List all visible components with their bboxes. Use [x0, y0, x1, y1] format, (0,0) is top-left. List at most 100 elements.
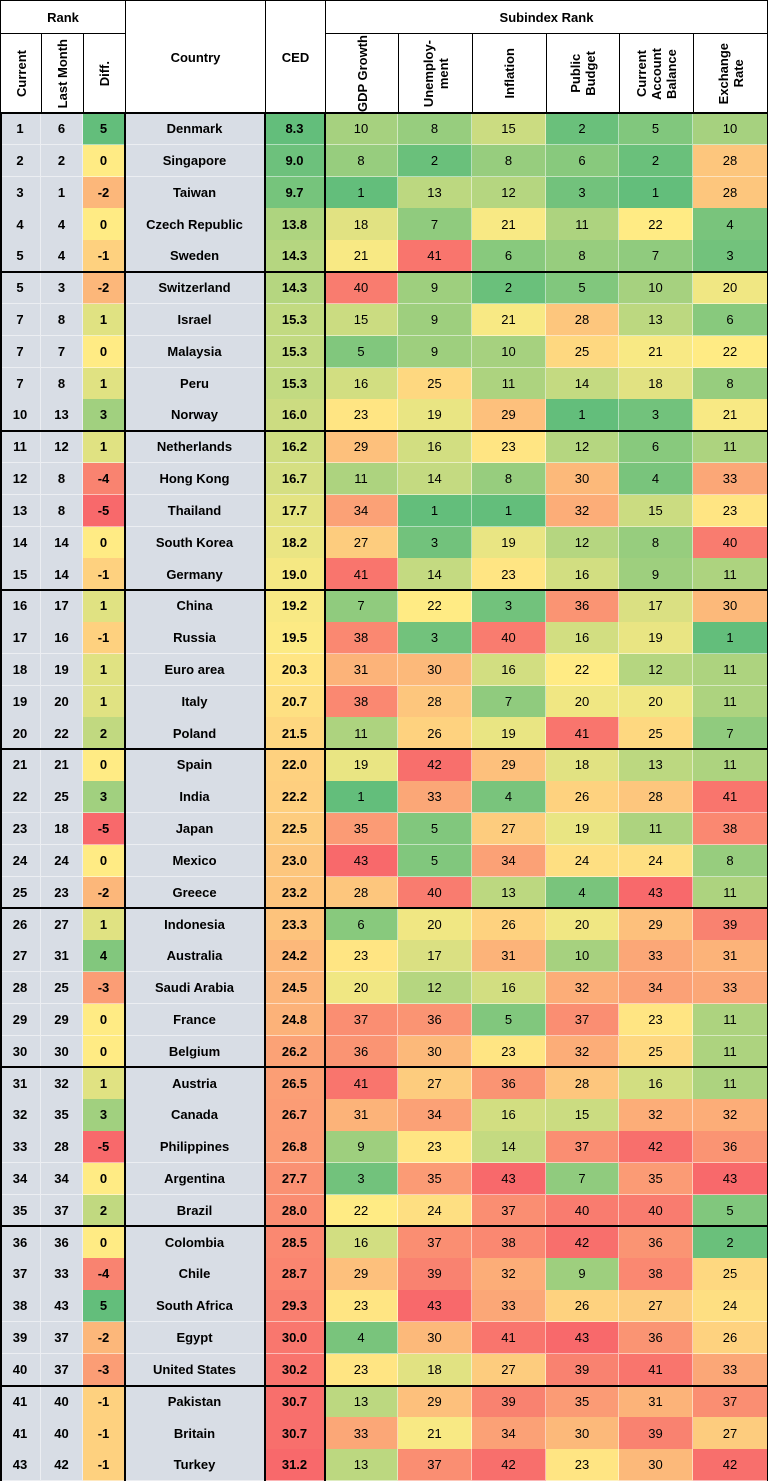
cell: 41 — [0, 1417, 41, 1450]
cell-text: 39 — [427, 1266, 442, 1282]
cell-text: 21.5 — [281, 725, 308, 741]
cell-text: 14 — [54, 566, 69, 582]
cell-text: 8 — [504, 152, 513, 168]
header-column: Current — [0, 33, 42, 114]
cell-text: 16 — [501, 661, 516, 677]
cell: 1 — [41, 176, 83, 209]
cell-text: Pakistan — [167, 1393, 222, 1409]
cell: 22 — [325, 1194, 398, 1227]
cell: 29 — [619, 908, 693, 941]
cell: 11 — [693, 1067, 768, 1100]
cell-text: 7 — [16, 375, 24, 391]
cell-text: 31 — [54, 948, 69, 964]
cell: 23.3 — [265, 908, 325, 941]
cell: 11 — [619, 812, 693, 846]
cell-text: 39 — [501, 1393, 516, 1409]
cell-text: 26.2 — [281, 1043, 308, 1059]
cell: 13.8 — [265, 208, 325, 241]
cell-text: 11 — [648, 821, 663, 837]
cell-text: 20 — [54, 693, 69, 709]
cell-text: 16 — [427, 439, 442, 455]
cell-text: 26 — [12, 916, 28, 932]
cell-text: 41 — [353, 1075, 369, 1091]
group-separator — [0, 748, 768, 751]
cell: 0 — [83, 1035, 125, 1068]
cell-text: 4 — [726, 216, 734, 232]
cell: 2 — [83, 717, 125, 750]
cell-text: 20 — [12, 725, 28, 741]
cell-text: 31 — [722, 948, 738, 964]
cell: Spain — [125, 749, 265, 782]
cell-text: 18 — [574, 757, 590, 773]
cell-text: 23.2 — [281, 884, 308, 900]
cell: 37 — [398, 1226, 472, 1259]
cell-text: 7 — [430, 216, 439, 232]
cell: 26.8 — [265, 1131, 325, 1164]
cell: 16 — [546, 622, 619, 655]
cell-text: 22 — [54, 725, 69, 741]
cell: -1 — [83, 1449, 125, 1481]
cell: 30 — [41, 1035, 83, 1068]
cell: 0 — [83, 749, 125, 782]
cell-text: 37 — [574, 1139, 590, 1155]
cell: 30 — [693, 590, 768, 623]
cell: 37 — [546, 1003, 619, 1037]
cell-text: Czech Republic — [146, 216, 243, 232]
cell-text: Belgium — [168, 1043, 221, 1059]
cell: United States — [125, 1353, 265, 1387]
cell: 12 — [546, 431, 619, 464]
cell-text: 33 — [648, 948, 663, 964]
cell: 1 — [325, 781, 398, 814]
cell: 32 — [546, 971, 619, 1005]
cell-text: 15.3 — [281, 375, 308, 391]
cell: 30 — [546, 462, 619, 496]
cell: 13 — [472, 876, 546, 909]
cell: Australia — [125, 940, 265, 973]
cell: 19.2 — [265, 590, 325, 623]
cell-text: 2 — [504, 280, 513, 296]
cell: 1 — [325, 176, 398, 209]
cell-text: Netherlands — [156, 439, 233, 455]
cell-text: 31 — [501, 948, 516, 964]
cell: 3 — [83, 399, 125, 432]
header-column: GDP Growth — [325, 33, 399, 114]
cell-text: -2 — [97, 1330, 110, 1346]
cell-text: 42 — [722, 1457, 738, 1473]
cell-text: 15 — [574, 1107, 590, 1123]
cell-text: 24.5 — [281, 980, 308, 996]
cell-text: 14 — [12, 534, 28, 550]
cell: 22.0 — [265, 749, 325, 782]
cell-text: 11 — [723, 693, 737, 709]
cell-text: 1 — [57, 184, 66, 200]
cell-text: 39 — [722, 916, 738, 932]
cell: 4 — [546, 876, 619, 909]
cell: 18 — [325, 208, 398, 241]
cell: 8 — [472, 144, 546, 178]
cell: 15.3 — [265, 303, 325, 337]
cell-text: 25 — [12, 884, 28, 900]
cell: 23 — [325, 1290, 398, 1323]
cell-text: 25 — [574, 343, 590, 359]
cell: 18 — [41, 812, 83, 846]
cell-text: -2 — [97, 184, 110, 200]
cell: 16 — [325, 367, 398, 400]
cell-text: 23 — [54, 884, 69, 900]
cell-text: 16 — [54, 630, 69, 646]
cell: Euro area — [125, 653, 265, 687]
cell-text: 9 — [430, 312, 439, 328]
cell: 26.2 — [265, 1035, 325, 1068]
cell: 38 — [0, 1290, 41, 1323]
cell: 40 — [0, 1353, 41, 1387]
cell: 11 — [546, 208, 619, 241]
cell: 6 — [693, 303, 768, 337]
cell: 43 — [41, 1290, 83, 1323]
cell: 27 — [0, 940, 41, 973]
cell: 39 — [619, 1417, 693, 1450]
cell: 14 — [398, 558, 472, 591]
cell: 36 — [619, 1321, 693, 1355]
cell-text: 2 — [16, 152, 24, 168]
cell-text: 14 — [427, 471, 442, 487]
cell: 20 — [546, 908, 619, 941]
cell-text: 26 — [574, 1298, 590, 1314]
